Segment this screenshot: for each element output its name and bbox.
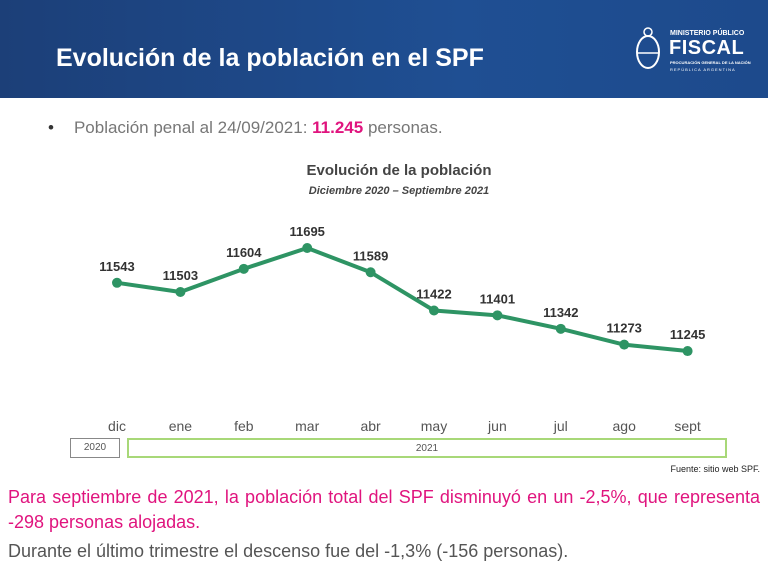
population-bullet: • Población penal al 24/09/2021: 11.245 p… xyxy=(48,118,443,137)
x-tick-label: feb xyxy=(234,418,254,434)
x-tick-label: may xyxy=(421,418,447,434)
data-label: 11589 xyxy=(353,248,388,263)
year-2021-box: 2021 xyxy=(127,438,727,458)
chart-title: Evolución de la población xyxy=(306,162,492,179)
data-label: 11695 xyxy=(289,224,324,239)
data-label: 11401 xyxy=(480,291,515,306)
x-tick-label: ene xyxy=(169,418,193,434)
fiscal-logo: MINISTERIO PÚBLICO FISCAL PROCURACIÓN GE… xyxy=(632,26,762,76)
data-label: 11422 xyxy=(416,287,451,302)
data-point xyxy=(619,339,630,350)
x-tick-label: ago xyxy=(613,418,637,434)
data-point xyxy=(429,305,439,316)
population-value: 11.245 xyxy=(312,118,364,137)
x-tick-label: mar xyxy=(295,418,319,434)
page-title: Evolución de la población en el SPF xyxy=(56,44,484,72)
data-point xyxy=(555,323,566,334)
data-point xyxy=(112,277,122,288)
data-point xyxy=(238,263,249,274)
data-point xyxy=(682,346,693,357)
data-label: 11342 xyxy=(543,305,578,320)
trimester-text: Durante el último trimestre el descenso … xyxy=(8,541,569,561)
data-point xyxy=(492,310,503,321)
x-tick-label: abr xyxy=(360,418,381,434)
chart-subtitle: Diciembre 2020 – Septiembre 2021 xyxy=(308,185,490,197)
header-band: Evolución de la población en el SPF MINI… xyxy=(0,0,768,98)
x-tick-label: sept xyxy=(674,418,701,434)
data-label: 11273 xyxy=(606,321,641,336)
data-point xyxy=(175,286,186,297)
x-tick-label: dic xyxy=(108,418,126,434)
x-tick-label: jun xyxy=(487,418,507,434)
coat-of-arms-icon xyxy=(636,27,660,69)
data-label: 11604 xyxy=(226,245,262,260)
year-2020-box: 2020 xyxy=(70,438,120,458)
data-label: 11543 xyxy=(99,259,134,274)
data-point xyxy=(365,267,376,278)
highlight-text: Para septiembre de 2021, la población to… xyxy=(8,487,760,532)
line-chart: 11543 dic 11503 ene 11604 feb 11695 mar 11589 abr… xyxy=(99,224,705,434)
x-tick-label: jul xyxy=(553,418,568,434)
data-point xyxy=(302,243,313,253)
data-label: 11503 xyxy=(163,268,198,283)
data-label: 11245 xyxy=(670,327,705,342)
series-line xyxy=(116,246,688,354)
source-note: Fuente: sitio web SPF. xyxy=(670,464,760,474)
